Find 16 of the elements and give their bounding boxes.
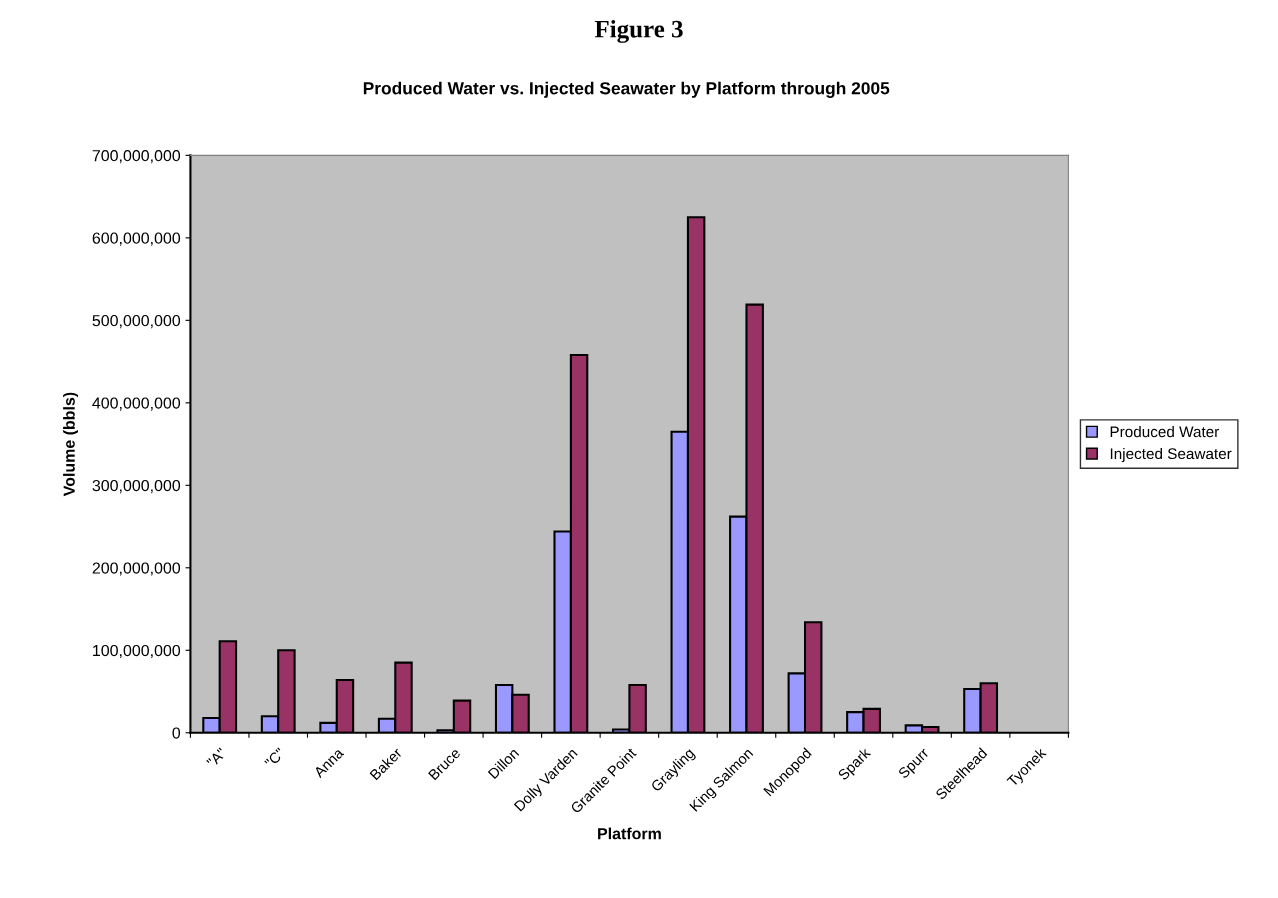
y-tick-label: 200,000,000	[92, 562, 181, 576]
y-tick-label: 0	[172, 727, 181, 739]
x-tick-label: "C"	[264, 747, 286, 769]
chart-title: Figure 3	[594, 20, 683, 43]
y-tick-label: 600,000,000	[92, 232, 181, 246]
x-axis-title: Platform	[598, 827, 661, 840]
x-tick-label: "A"	[206, 747, 227, 768]
y-axis-title: Volume (bbls)	[63, 392, 78, 497]
y-tick-label: 700,000,000	[92, 149, 181, 164]
y-tick-label: 100,000,000	[93, 644, 181, 659]
y-tick-label: 400,000,000	[92, 397, 181, 411]
y-tick-label: 500,000,000	[92, 314, 181, 329]
chart-subtitle: Produced Water vs. Injected Seawater by Platform through 2005	[363, 81, 890, 98]
legend-label: Injected Seawater	[1110, 447, 1232, 463]
legend-label: Produced Water	[1110, 426, 1220, 438]
y-tick-label: 300,000,000	[92, 479, 181, 494]
